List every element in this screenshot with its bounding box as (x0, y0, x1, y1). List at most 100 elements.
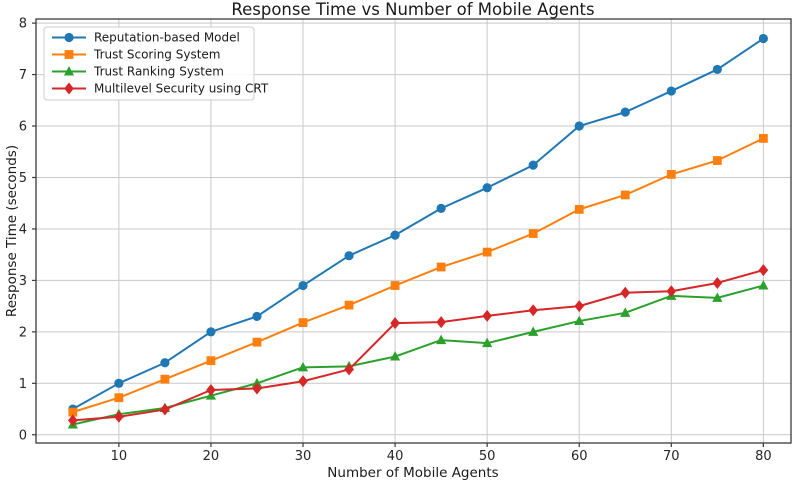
y-tick-label: 2 (19, 325, 27, 340)
triangle-marker (758, 280, 769, 290)
series-trust-scoring-system (68, 133, 768, 417)
legend-label: Trust Scoring System (93, 48, 221, 62)
series-line-trust-ranking-system (72, 284, 764, 426)
legend-label: Trust Ranking System (93, 65, 224, 79)
circle-marker (160, 358, 170, 368)
series-line-trust-scoring-system (72, 137, 764, 414)
diamond-marker (528, 304, 538, 317)
circle-marker (620, 107, 630, 117)
circle-marker (114, 378, 124, 388)
square-marker (758, 133, 768, 143)
square-marker (68, 407, 78, 417)
circle-marker (436, 203, 446, 213)
axis-ticks: 10 20 30 40 50 60 70 80 0 1 2 3 4 5 6 7 8 (19, 17, 772, 464)
square-marker (528, 229, 538, 238)
legend-item-reputation-based-model: Reputation-based Model (52, 31, 240, 45)
triangle-marker (482, 337, 493, 348)
diamond-marker (712, 276, 723, 289)
legend-diamond-marker (64, 82, 74, 95)
y-tick-label: 8 (19, 17, 27, 32)
triangle-marker (620, 307, 631, 317)
circle-marker (206, 327, 216, 337)
y-tick-label: 6 (19, 120, 27, 135)
diamond-marker (298, 375, 308, 388)
series-line-reputation-based-model (72, 37, 764, 410)
circle-marker (344, 251, 354, 261)
diamond-marker (206, 384, 216, 396)
diamond-marker (160, 403, 170, 416)
diamond-marker (620, 286, 631, 299)
square-marker (620, 190, 630, 200)
square-marker (298, 318, 308, 327)
legend-square-marker (64, 50, 74, 59)
plot-frame (35, 18, 792, 444)
square-marker (712, 156, 722, 165)
triangle-marker (436, 334, 447, 345)
diamond-marker (390, 317, 400, 330)
legend-label: Reputation-based Model (94, 31, 240, 45)
square-marker (390, 281, 400, 290)
x-tick-label: 50 (479, 449, 496, 464)
series-reputation-based-model (68, 33, 768, 414)
y-tick-label: 1 (19, 377, 27, 392)
x-tick-label: 70 (663, 449, 680, 464)
diamond-marker (344, 363, 354, 376)
circle-marker (252, 311, 262, 322)
data-series (67, 33, 769, 429)
x-tick-label: 30 (295, 449, 312, 464)
series-line-multilevel-security-using-crt (72, 269, 764, 422)
square-marker (206, 356, 216, 366)
x-axis-label: Number of Mobile Agents (327, 465, 498, 481)
y-tick-label: 5 (19, 171, 27, 186)
circle-marker (712, 64, 722, 75)
triangle-marker (389, 351, 401, 361)
square-marker (252, 337, 262, 347)
diamond-marker (666, 285, 677, 298)
diamond-marker (758, 264, 769, 277)
diamond-marker (252, 382, 262, 395)
circle-marker (528, 160, 538, 170)
triangle-marker (297, 361, 309, 372)
y-tick-label: 4 (19, 222, 27, 237)
x-tick-label: 40 (387, 449, 404, 464)
chart-title: Response Time vs Number of Mobile Agents (231, 0, 594, 19)
legend-box (43, 26, 255, 101)
y-axis-label: Response Time (seconds) (4, 145, 20, 317)
square-marker (114, 393, 124, 403)
y-tick-label: 0 (19, 428, 27, 443)
triangle-marker (528, 326, 539, 336)
square-marker (574, 204, 584, 214)
diamond-marker (68, 414, 78, 427)
square-marker (436, 262, 446, 272)
square-marker (482, 247, 492, 257)
legend-triangle-marker (63, 66, 75, 76)
x-tick-label: 10 (111, 449, 128, 464)
diamond-marker (482, 309, 492, 322)
triangle-marker (712, 292, 723, 302)
y-tick-label: 3 (19, 274, 27, 289)
square-marker (160, 374, 170, 384)
series-multilevel-security-using-crt (68, 264, 769, 427)
legend: Reputation-based Model Trust Scoring Syst… (43, 26, 269, 101)
legend-circle-marker (64, 32, 74, 43)
circle-marker (482, 183, 492, 193)
x-tick-label: 60 (571, 449, 588, 464)
diamond-marker (436, 316, 446, 329)
y-tick-label: 7 (19, 68, 27, 83)
legend-item-trust-scoring-system: Trust Scoring System (52, 48, 221, 62)
circle-marker (390, 230, 400, 240)
circle-marker (574, 121, 584, 131)
x-tick-label: 80 (755, 449, 772, 464)
circle-marker (298, 280, 308, 291)
x-tick-label: 20 (203, 449, 220, 464)
circle-marker (758, 33, 768, 44)
diamond-marker (114, 410, 124, 423)
triangle-marker (574, 315, 585, 326)
square-marker (666, 169, 676, 179)
legend-item-multilevel-security-using-crt: Multilevel Security using CRT (52, 82, 269, 96)
square-marker (344, 300, 354, 310)
legend-item-trust-ranking-system: Trust Ranking System (52, 65, 224, 79)
diamond-marker (574, 300, 585, 313)
legend-label: Multilevel Security using CRT (94, 82, 269, 96)
